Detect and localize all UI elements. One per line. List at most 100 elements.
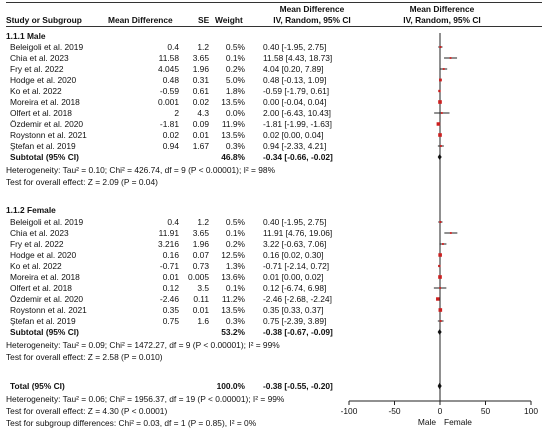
se-value: 0.07: [192, 250, 209, 260]
mean-difference-value: 0.4: [167, 217, 179, 227]
total-heterogeneity-text: Heterogeneity: Tau² = 0.06; Chi² = 1956.…: [6, 394, 285, 404]
subtotal-label: Subtotal (95% CI): [10, 152, 79, 162]
se-value: 4.3: [197, 108, 209, 118]
subgroup-differences-text: Test for subgroup differences: Chi² = 0.…: [6, 418, 257, 428]
mean-difference-value: 0.16: [162, 250, 179, 260]
overall-effect-text: Test for overall effect: Z = 2.58 (P = 0…: [6, 352, 163, 362]
se-value: 0.005: [188, 272, 209, 282]
ci-value: 11.91 [4.76, 19.06]: [263, 228, 333, 238]
plot-header-top: Mean Difference: [409, 4, 475, 14]
study-name: Beleigoli et al. 2019: [10, 42, 84, 52]
study-name: Ko et al. 2022: [10, 261, 62, 271]
weight-column-header: Weight: [215, 15, 243, 25]
mean-difference-value: -0.59: [159, 86, 179, 96]
ci-value: 2.00 [-6.43, 10.43]: [263, 108, 331, 118]
weight-value: 0.5%: [225, 217, 245, 227]
study-marker: [439, 46, 442, 48]
study-marker: [436, 297, 440, 301]
weight-value: 0.2%: [225, 64, 245, 74]
study-marker: [438, 89, 441, 93]
study-name: Roystonn et al. 2021: [10, 305, 87, 315]
weight-value: 0.3%: [225, 141, 245, 151]
study-marker: [439, 145, 442, 147]
ci-value: 0.35 [0.33, 0.37]: [263, 305, 324, 315]
mean-difference-value: 0.001: [158, 97, 179, 107]
se-value: 1.2: [197, 42, 209, 52]
ci-value: 11.58 [4.43, 18.73]: [263, 53, 333, 63]
ci-value: 0.94 [-2.33, 4.21]: [263, 141, 327, 151]
study-name: Fry et al. 2022: [10, 64, 64, 74]
ci-value: 0.40 [-1.95, 2.75]: [263, 217, 327, 227]
weight-value: 13.5%: [221, 130, 245, 140]
ci-value: 3.22 [-0.63, 7.06]: [263, 239, 327, 249]
ci-value: -0.71 [-2.14, 0.72]: [263, 261, 330, 271]
se-column-header: SE: [198, 15, 210, 25]
mean-difference-value: 2: [174, 108, 179, 118]
study-name: Chia et al. 2023: [10, 53, 69, 63]
mean-difference-value: 0.4: [167, 42, 179, 52]
subtotal-weight: 46.8%: [221, 152, 245, 162]
mean-difference-value: 0.12: [162, 283, 179, 293]
se-value: 3.65: [192, 228, 209, 238]
se-value: 1.2: [197, 217, 209, 227]
ci-value: 0.16 [0.02, 0.30]: [263, 250, 324, 260]
table-header-rule: [6, 26, 364, 27]
mean-difference-value: 4.045: [158, 64, 179, 74]
weight-value: 13.6%: [221, 272, 245, 282]
study-marker: [438, 275, 442, 279]
plot-method-header: IV, Random, 95% CI: [403, 15, 481, 25]
x-tick-label: 100: [524, 406, 538, 416]
subtotal-label: Subtotal (95% CI): [10, 327, 79, 337]
study-name: Olfert et al. 2018: [10, 108, 72, 118]
study-name: Chia et al. 2023: [10, 228, 69, 238]
total-diamond: [437, 382, 442, 390]
md-column-header: Mean Difference: [108, 15, 173, 25]
mean-difference-value: 11.91: [158, 228, 179, 238]
mean-difference-value: 0.02: [162, 130, 179, 140]
weight-value: 1.3%: [225, 261, 245, 271]
study-marker: [438, 264, 441, 268]
study-marker: [436, 122, 441, 126]
study-name: Fry et al. 2022: [10, 239, 64, 249]
se-value: 1.6: [197, 316, 209, 326]
table-top-rule: [6, 2, 364, 3]
subtotal-ci: -0.34 [-0.66, -0.02]: [263, 152, 333, 162]
mean-difference-value: 0.48: [162, 75, 179, 85]
study-marker: [440, 112, 443, 114]
se-value: 0.01: [192, 305, 209, 315]
subtotal-diamond: [437, 154, 442, 160]
weight-value: 11.2%: [221, 294, 245, 304]
subgroup-title-female: 1.1.2 Female: [6, 205, 56, 215]
weight-value: 12.5%: [221, 250, 245, 260]
total-overall-effect-text: Test for overall effect: Z = 4.30 (P < 0…: [6, 406, 168, 416]
study-name: Ko et al. 2022: [10, 86, 62, 96]
study-marker: [439, 221, 442, 223]
mean-difference-value: 0.01: [162, 272, 179, 282]
overall-effect-text: Test for overall effect: Z = 2.09 (P = 0…: [6, 177, 158, 187]
study-name: Ştefan et al. 2019: [10, 141, 76, 151]
ci-value: -0.59 [-1.79, 0.61]: [263, 86, 330, 96]
plot-top-rule: [342, 2, 542, 3]
weight-value: 13.5%: [221, 97, 245, 107]
weight-value: 0.1%: [225, 53, 245, 63]
study-name: Hodge et al. 2020: [10, 75, 77, 85]
favours-left-label: Male: [418, 417, 436, 427]
ci-value: 0.75 [-2.39, 3.89]: [263, 316, 327, 326]
study-name: Moreira et al. 2018: [10, 272, 80, 282]
favours-right-label: Female: [444, 417, 472, 427]
weight-value: 5.0%: [225, 75, 245, 85]
heterogeneity-text: Heterogeneity: Tau² = 0.09; Chi² = 1472.…: [6, 340, 280, 350]
ci-value: 0.00 [-0.04, 0.04]: [263, 97, 327, 107]
study-marker: [438, 100, 442, 104]
study-name: Olfert et al. 2018: [10, 283, 72, 293]
ci-value: -1.81 [-1.99, -1.63]: [263, 119, 332, 129]
study-marker: [449, 232, 452, 234]
study-marker: [438, 133, 442, 137]
plot-header-rule: [342, 26, 542, 27]
study-marker: [439, 78, 442, 82]
heterogeneity-text: Heterogeneity: Tau² = 0.10; Chi² = 426.7…: [6, 165, 276, 175]
study-column-header: Study or Subgroup: [6, 15, 82, 25]
md-method-header: IV, Random, 95% CI: [273, 15, 351, 25]
subtotal-weight: 53.2%: [221, 327, 245, 337]
